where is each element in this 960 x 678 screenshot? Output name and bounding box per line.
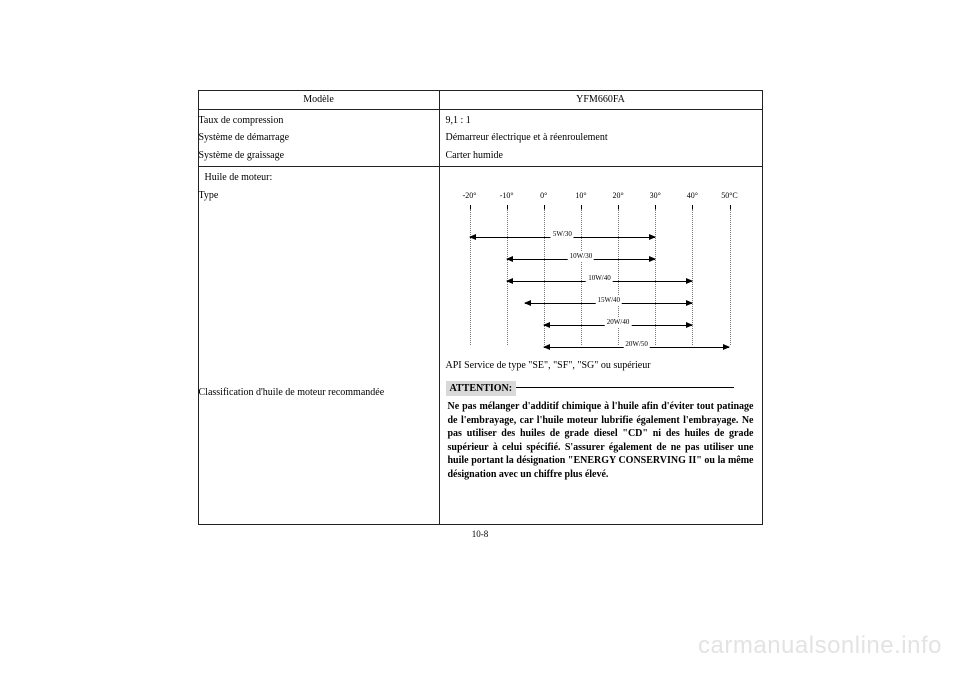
oil-range-label: 10W/30 — [568, 252, 595, 261]
spec-table-wrap: Modèle YFM660FA Taux de compression Syst… — [198, 90, 763, 539]
attention-row: ATTENTION: — [440, 381, 762, 397]
chart-tick-label: -10° — [500, 191, 514, 202]
label-type: Type — [199, 187, 439, 205]
oil-range-label: 20W/50 — [623, 340, 650, 349]
value-api: API Service de type "SE", "SF", "SG" ou … — [440, 357, 762, 375]
oil-range-label: 5W/30 — [551, 230, 574, 239]
chart-tick-label: -20° — [463, 191, 477, 202]
oil-range-bar: 10W/30 — [507, 253, 656, 265]
chart-tick-label: 10° — [575, 191, 586, 202]
attention-label: ATTENTION: — [446, 381, 517, 397]
spec-table: Modèle YFM660FA Taux de compression Syst… — [198, 90, 763, 525]
table-row: Taux de compression Système de démarrage… — [198, 109, 762, 167]
table-row: Huile de moteur: Type Classification d'h… — [198, 167, 762, 525]
cell-left-oil: Huile de moteur: Type Classification d'h… — [198, 167, 439, 525]
header-model-value: YFM660FA — [439, 91, 762, 110]
label-lubrication: Système de graissage — [199, 147, 439, 165]
document-page: Modèle YFM660FA Taux de compression Syst… — [0, 0, 960, 678]
oil-range-bar: 15W/40 — [525, 297, 692, 309]
value-compression: 9,1 : 1 — [440, 112, 762, 130]
page-number: 10-8 — [198, 529, 763, 539]
value-starter: Démarreur électrique et à réenroulement — [440, 129, 762, 147]
oil-viscosity-chart: -20°-10°0°10°20°30°40°50°C5W/3010W/3010W… — [470, 191, 730, 351]
value-lubrication: Carter humide — [440, 147, 762, 165]
chart-tick-label: 50°C — [721, 191, 738, 202]
oil-range-bar: 5W/30 — [470, 231, 656, 243]
header-model-label: Modèle — [198, 91, 439, 110]
oil-range-bar: 20W/50 — [544, 341, 730, 353]
chart-tick-label: 40° — [687, 191, 698, 202]
label-classification: Classification d'huile de moteur recomma… — [199, 384, 439, 402]
label-starter: Système de démarrage — [199, 129, 439, 147]
chart-tick-label: 30° — [650, 191, 661, 202]
watermark: carmanualsonline.info — [698, 632, 942, 660]
oil-range-label: 20W/40 — [605, 318, 632, 327]
oil-range-bar: 10W/40 — [507, 275, 693, 287]
cell-left-basic: Taux de compression Système de démarrage… — [198, 109, 439, 167]
oil-range-label: 10W/40 — [586, 274, 613, 283]
label-engine-oil: Huile de moteur: — [199, 169, 439, 187]
label-compression: Taux de compression — [199, 112, 439, 130]
table-header-row: Modèle YFM660FA — [198, 91, 762, 110]
cell-right-basic: 9,1 : 1 Démarreur électrique et à réenro… — [439, 109, 762, 167]
warning-text: Ne pas mélanger d'additif chimique à l'h… — [440, 396, 762, 487]
chart-tick-label: 20° — [612, 191, 623, 202]
oil-range-bar: 20W/40 — [544, 319, 693, 331]
oil-range-label: 15W/40 — [595, 296, 622, 305]
cell-right-oil: -20° -10° 0° 10° 20° 30° 40° 50°C 5W/30 10W/30 10W… — [439, 167, 762, 525]
chart-tick-label: 0° — [540, 191, 547, 202]
